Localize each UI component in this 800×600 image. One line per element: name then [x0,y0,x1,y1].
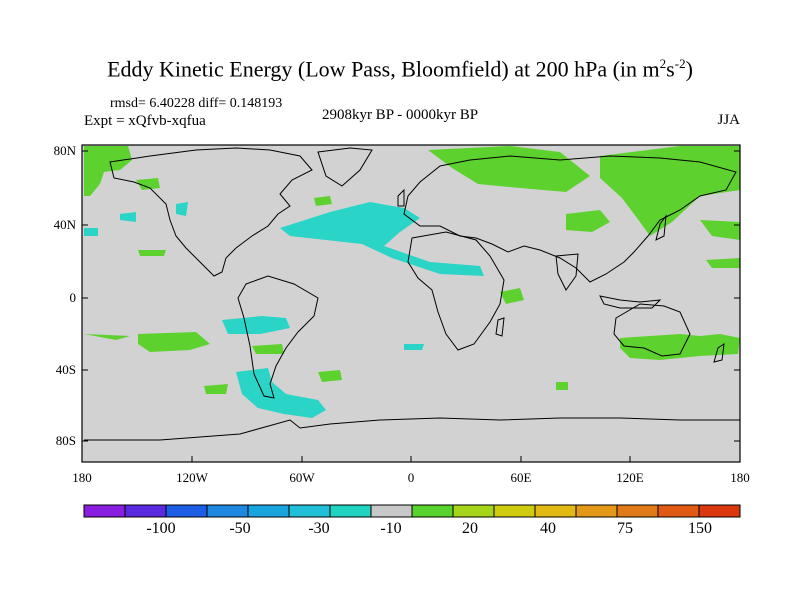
colorbar-swatch [534,504,577,518]
y-tick-label: 80N [53,143,76,158]
australia-outline [613,303,691,357]
negative-anomaly-regions [84,202,484,418]
y-tick-label: 40S [55,362,76,377]
x-tick-label: 180 [730,470,750,485]
colorbar-swatch [411,504,454,518]
x-tick-label: 180 [72,470,92,485]
colorbar-swatch [370,504,413,518]
colorbar-label: 75 [617,520,633,537]
colorbar-swatch [657,504,700,518]
positive-anomaly-regions [84,146,740,394]
colorbar-swatch [616,504,659,518]
y-tick-label: 80S [55,433,76,448]
colorbar-swatch [493,504,536,518]
y-tick-label: 40N [53,217,76,232]
south-america-outline [237,275,319,399]
experiment-label: Expt = xQfvb-xqfua [84,113,206,129]
colorbar-label: -50 [229,520,251,537]
colorbar-swatch [698,504,741,518]
colorbar-swatch [329,504,372,518]
coastlines [84,147,740,441]
map-title: Eddy Kinetic Energy (Low Pass, Bloomfiel… [107,56,693,82]
colorbar [83,504,741,518]
colorbar-swatch [124,504,167,518]
colorbar-label: 150 [688,520,712,537]
colorbar-swatch [247,504,290,518]
colorbar-label: 40 [540,520,556,537]
indonesia-outline [599,295,662,309]
stats-line: rmsd= 6.40228 diff= 0.148193 [110,96,283,111]
colorbar-swatch [288,504,331,518]
period-label: 2908kyr BP - 0000kyr BP [321,107,479,123]
colorbar-label: -100 [146,520,176,537]
colorbar-label: -30 [308,520,330,537]
uk-outline [397,188,405,207]
x-tick-label: 120E [616,470,644,485]
x-tick-label: 60W [289,470,315,485]
colorbar-label: 20 [462,520,478,537]
new-zealand-outline [713,342,725,363]
colorbar-swatch [452,504,495,518]
colorbar-swatch [575,504,618,518]
north-america-outline [109,147,313,277]
colorbar-swatch [83,504,126,518]
antarctica-outline [84,417,740,441]
greenland-outline [317,147,373,187]
season-label: JJA [717,112,740,128]
japan-outline [655,214,667,241]
eurasia-outline [403,155,737,283]
axis-ticks [81,150,741,462]
colorbar-label: -10 [380,520,402,537]
x-tick-label: 0 [407,470,415,485]
africa-outline [407,231,505,351]
x-tick-label: 120W [176,470,208,485]
india-outline [555,253,579,291]
colorbar-swatch [206,504,249,518]
colorbar-swatch [165,504,208,518]
madagascar-outline [495,317,505,337]
x-tick-label: 60E [510,470,532,485]
y-tick-label: 0 [69,290,77,305]
